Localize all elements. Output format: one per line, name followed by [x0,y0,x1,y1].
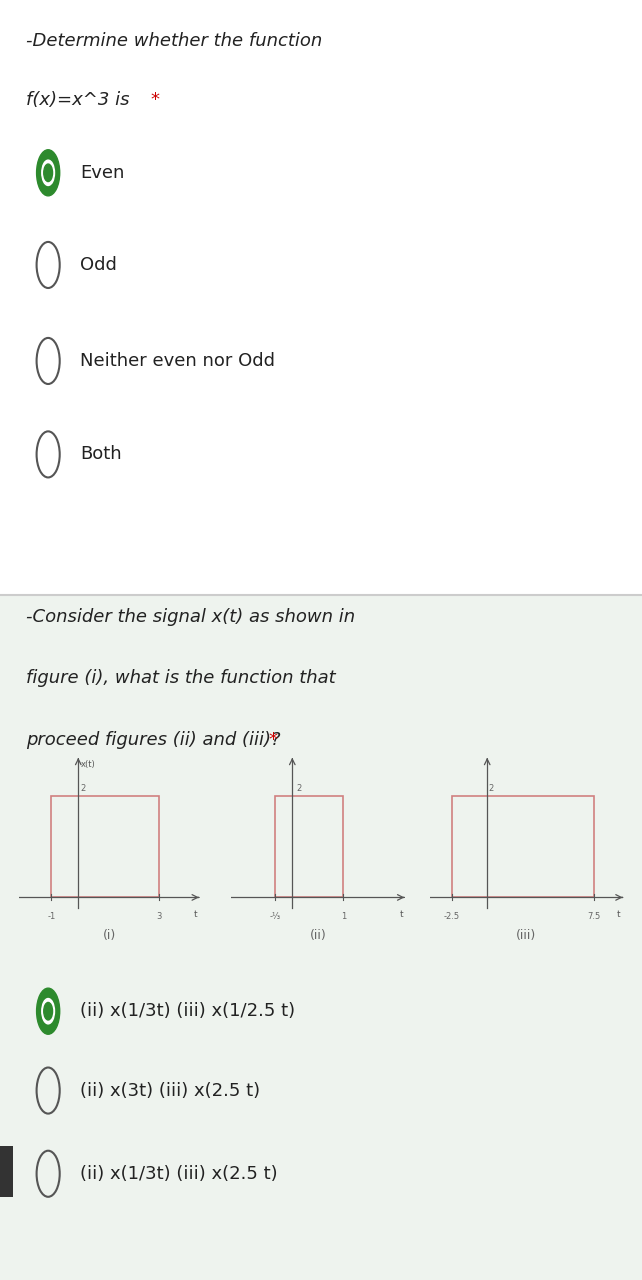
Bar [0,1146,13,1197]
Text: t: t [617,910,620,919]
Text: -Consider the signal x(t) as shown in: -Consider the signal x(t) as shown in [26,608,355,626]
Text: Odd: Odd [80,256,117,274]
Text: x(t): x(t) [80,760,95,769]
Text: (iii): (iii) [516,929,537,942]
Text: 2: 2 [297,785,302,794]
Text: Neither even nor Odd: Neither even nor Odd [80,352,275,370]
Text: 2: 2 [489,785,494,794]
Bar [51,796,159,897]
Text: Both: Both [80,445,122,463]
Text: (ii): (ii) [309,929,326,942]
Text: proceed figures (ii) and (iii)?: proceed figures (ii) and (iii)? [26,731,286,749]
Text: -1: -1 [48,911,56,920]
Text: *: * [268,731,277,749]
Text: 2: 2 [80,785,85,794]
Text: -Determine whether the function: -Determine whether the function [26,32,322,50]
Text: Even: Even [80,164,125,182]
Circle shape [42,160,55,186]
Bar [0,595,642,1280]
Text: t: t [194,910,197,919]
Text: 1: 1 [341,911,346,920]
Text: f(x)=x^3 is: f(x)=x^3 is [26,91,135,109]
Text: (ii) x(1/3t) (iii) x(1/2.5 t): (ii) x(1/3t) (iii) x(1/2.5 t) [80,1002,295,1020]
Circle shape [37,988,60,1034]
Text: (ii) x(1/3t) (iii) x(2.5 t): (ii) x(1/3t) (iii) x(2.5 t) [80,1165,278,1183]
Bar [275,796,343,897]
Bar [451,796,594,897]
Circle shape [37,150,60,196]
Text: -2.5: -2.5 [444,911,460,920]
Text: (ii) x(3t) (iii) x(2.5 t): (ii) x(3t) (iii) x(2.5 t) [80,1082,261,1100]
Circle shape [42,998,55,1024]
Text: figure (i), what is the function that: figure (i), what is the function that [26,669,335,687]
Text: 3: 3 [156,911,161,920]
Text: t: t [399,910,403,919]
Text: (i): (i) [103,929,116,942]
Circle shape [44,164,53,182]
Text: -⅓: -⅓ [270,911,281,920]
Text: 7.5: 7.5 [587,911,601,920]
Circle shape [44,1002,53,1020]
Text: *: * [151,91,160,109]
